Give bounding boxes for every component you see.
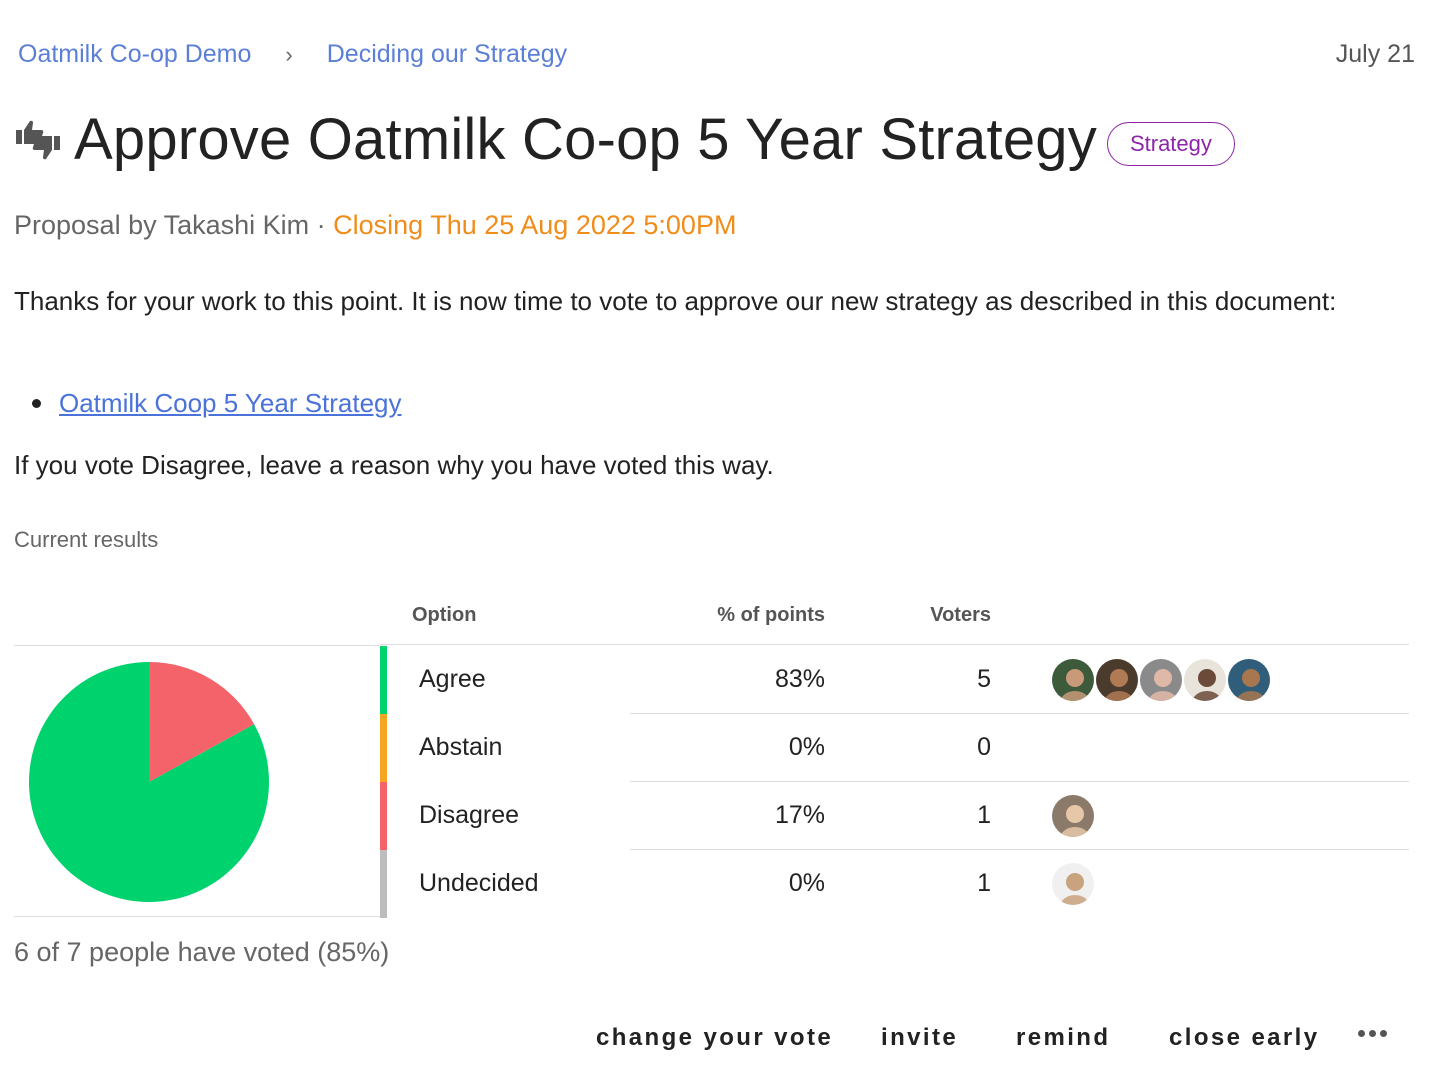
avatar[interactable] <box>1050 861 1096 907</box>
breadcrumb-thread-link[interactable]: Deciding our Strategy <box>326 40 568 68</box>
option-color-bar <box>380 782 387 850</box>
thumbs-up-down-icon <box>16 120 60 159</box>
avatar[interactable] <box>1094 657 1140 703</box>
remind-button[interactable]: remind <box>1016 1024 1111 1051</box>
change-vote-button[interactable]: change your vote <box>596 1024 834 1051</box>
option-label: Abstain <box>419 733 503 761</box>
results-pie-chart <box>28 662 269 902</box>
breadcrumb-group-link[interactable]: Oatmilk Co-op Demo <box>18 40 252 68</box>
option-voter-count: 1 <box>977 869 991 897</box>
row-divider <box>630 713 1409 714</box>
header-points: % of points <box>717 604 825 626</box>
strategy-tag[interactable]: Strategy <box>1106 121 1235 166</box>
voter-avatars <box>1050 793 1096 839</box>
poll-description: Thanks for your work to this point. It i… <box>14 286 1337 316</box>
option-percent: 0% <box>788 869 825 897</box>
poll-actions: change your vote invite remind close ear… <box>0 1024 1431 1064</box>
option-voter-count: 0 <box>977 733 991 761</box>
voter-avatars <box>1050 657 1272 703</box>
avatar[interactable] <box>1050 657 1096 703</box>
avatar[interactable] <box>1182 657 1228 703</box>
avatar[interactable] <box>1138 657 1184 703</box>
row-divider <box>630 781 1409 782</box>
closing-time: Closing Thu 25 Aug 2022 5:00PM <box>333 210 737 240</box>
option-voter-count: 1 <box>977 801 991 829</box>
table-row: Abstain 0% 0 <box>380 714 1409 782</box>
option-percent: 0% <box>788 733 825 761</box>
title-row: Approve Oatmilk Co-op 5 Year Strategy St… <box>14 106 1235 173</box>
table-divider <box>380 644 1409 645</box>
option-label: Undecided <box>419 869 539 897</box>
poll-meta: Proposal by Takashi Kim · Closing Thu 25… <box>14 210 736 241</box>
more-horizontal-icon[interactable] <box>1358 1030 1387 1037</box>
table-row: Undecided 0% 1 <box>380 850 1409 918</box>
option-color-bar <box>380 714 387 782</box>
row-divider <box>630 849 1409 850</box>
breadcrumb: Oatmilk Co-op Demo › Deciding our Strate… <box>18 40 567 69</box>
option-percent: 17% <box>774 801 825 829</box>
option-label: Disagree <box>419 801 520 829</box>
avatar[interactable] <box>1226 657 1272 703</box>
option-label: Agree <box>419 665 486 693</box>
option-voter-count: 5 <box>977 665 991 693</box>
voter-avatars <box>1050 861 1096 907</box>
document-list-item: Oatmilk Coop 5 Year Strategy <box>32 388 402 419</box>
pie-chart-container <box>14 645 380 917</box>
pie-slice-agree <box>28 662 269 902</box>
header-option: Option <box>412 604 477 626</box>
option-color-bar <box>380 646 387 714</box>
chevron-right-icon: › <box>285 41 293 67</box>
bullet-icon <box>32 399 41 408</box>
option-percent: 83% <box>774 665 825 693</box>
poll-date: July 21 <box>1335 40 1415 68</box>
option-color-bar <box>380 850 387 918</box>
strategy-document-link[interactable]: Oatmilk Coop 5 Year Strategy <box>59 388 402 418</box>
pie-slice-disagree <box>149 662 255 782</box>
voting-note: If you vote Disagree, leave a reason why… <box>14 450 774 480</box>
poll-author: Proposal by Takashi Kim <box>14 210 310 240</box>
avatar[interactable] <box>1050 793 1096 839</box>
table-row: Disagree 17% 1 <box>380 782 1409 850</box>
poll-title: Approve Oatmilk Co-op 5 Year Strategy <box>74 107 1097 172</box>
voted-summary: 6 of 7 people have voted (85%) <box>14 937 390 967</box>
meta-separator: · <box>309 210 334 240</box>
close-early-button[interactable]: close early <box>1169 1024 1320 1051</box>
header-voters: Voters <box>930 604 991 626</box>
results-label: Current results <box>14 527 159 552</box>
invite-button[interactable]: invite <box>881 1024 959 1051</box>
table-row: Agree 83% 5 <box>380 646 1409 714</box>
